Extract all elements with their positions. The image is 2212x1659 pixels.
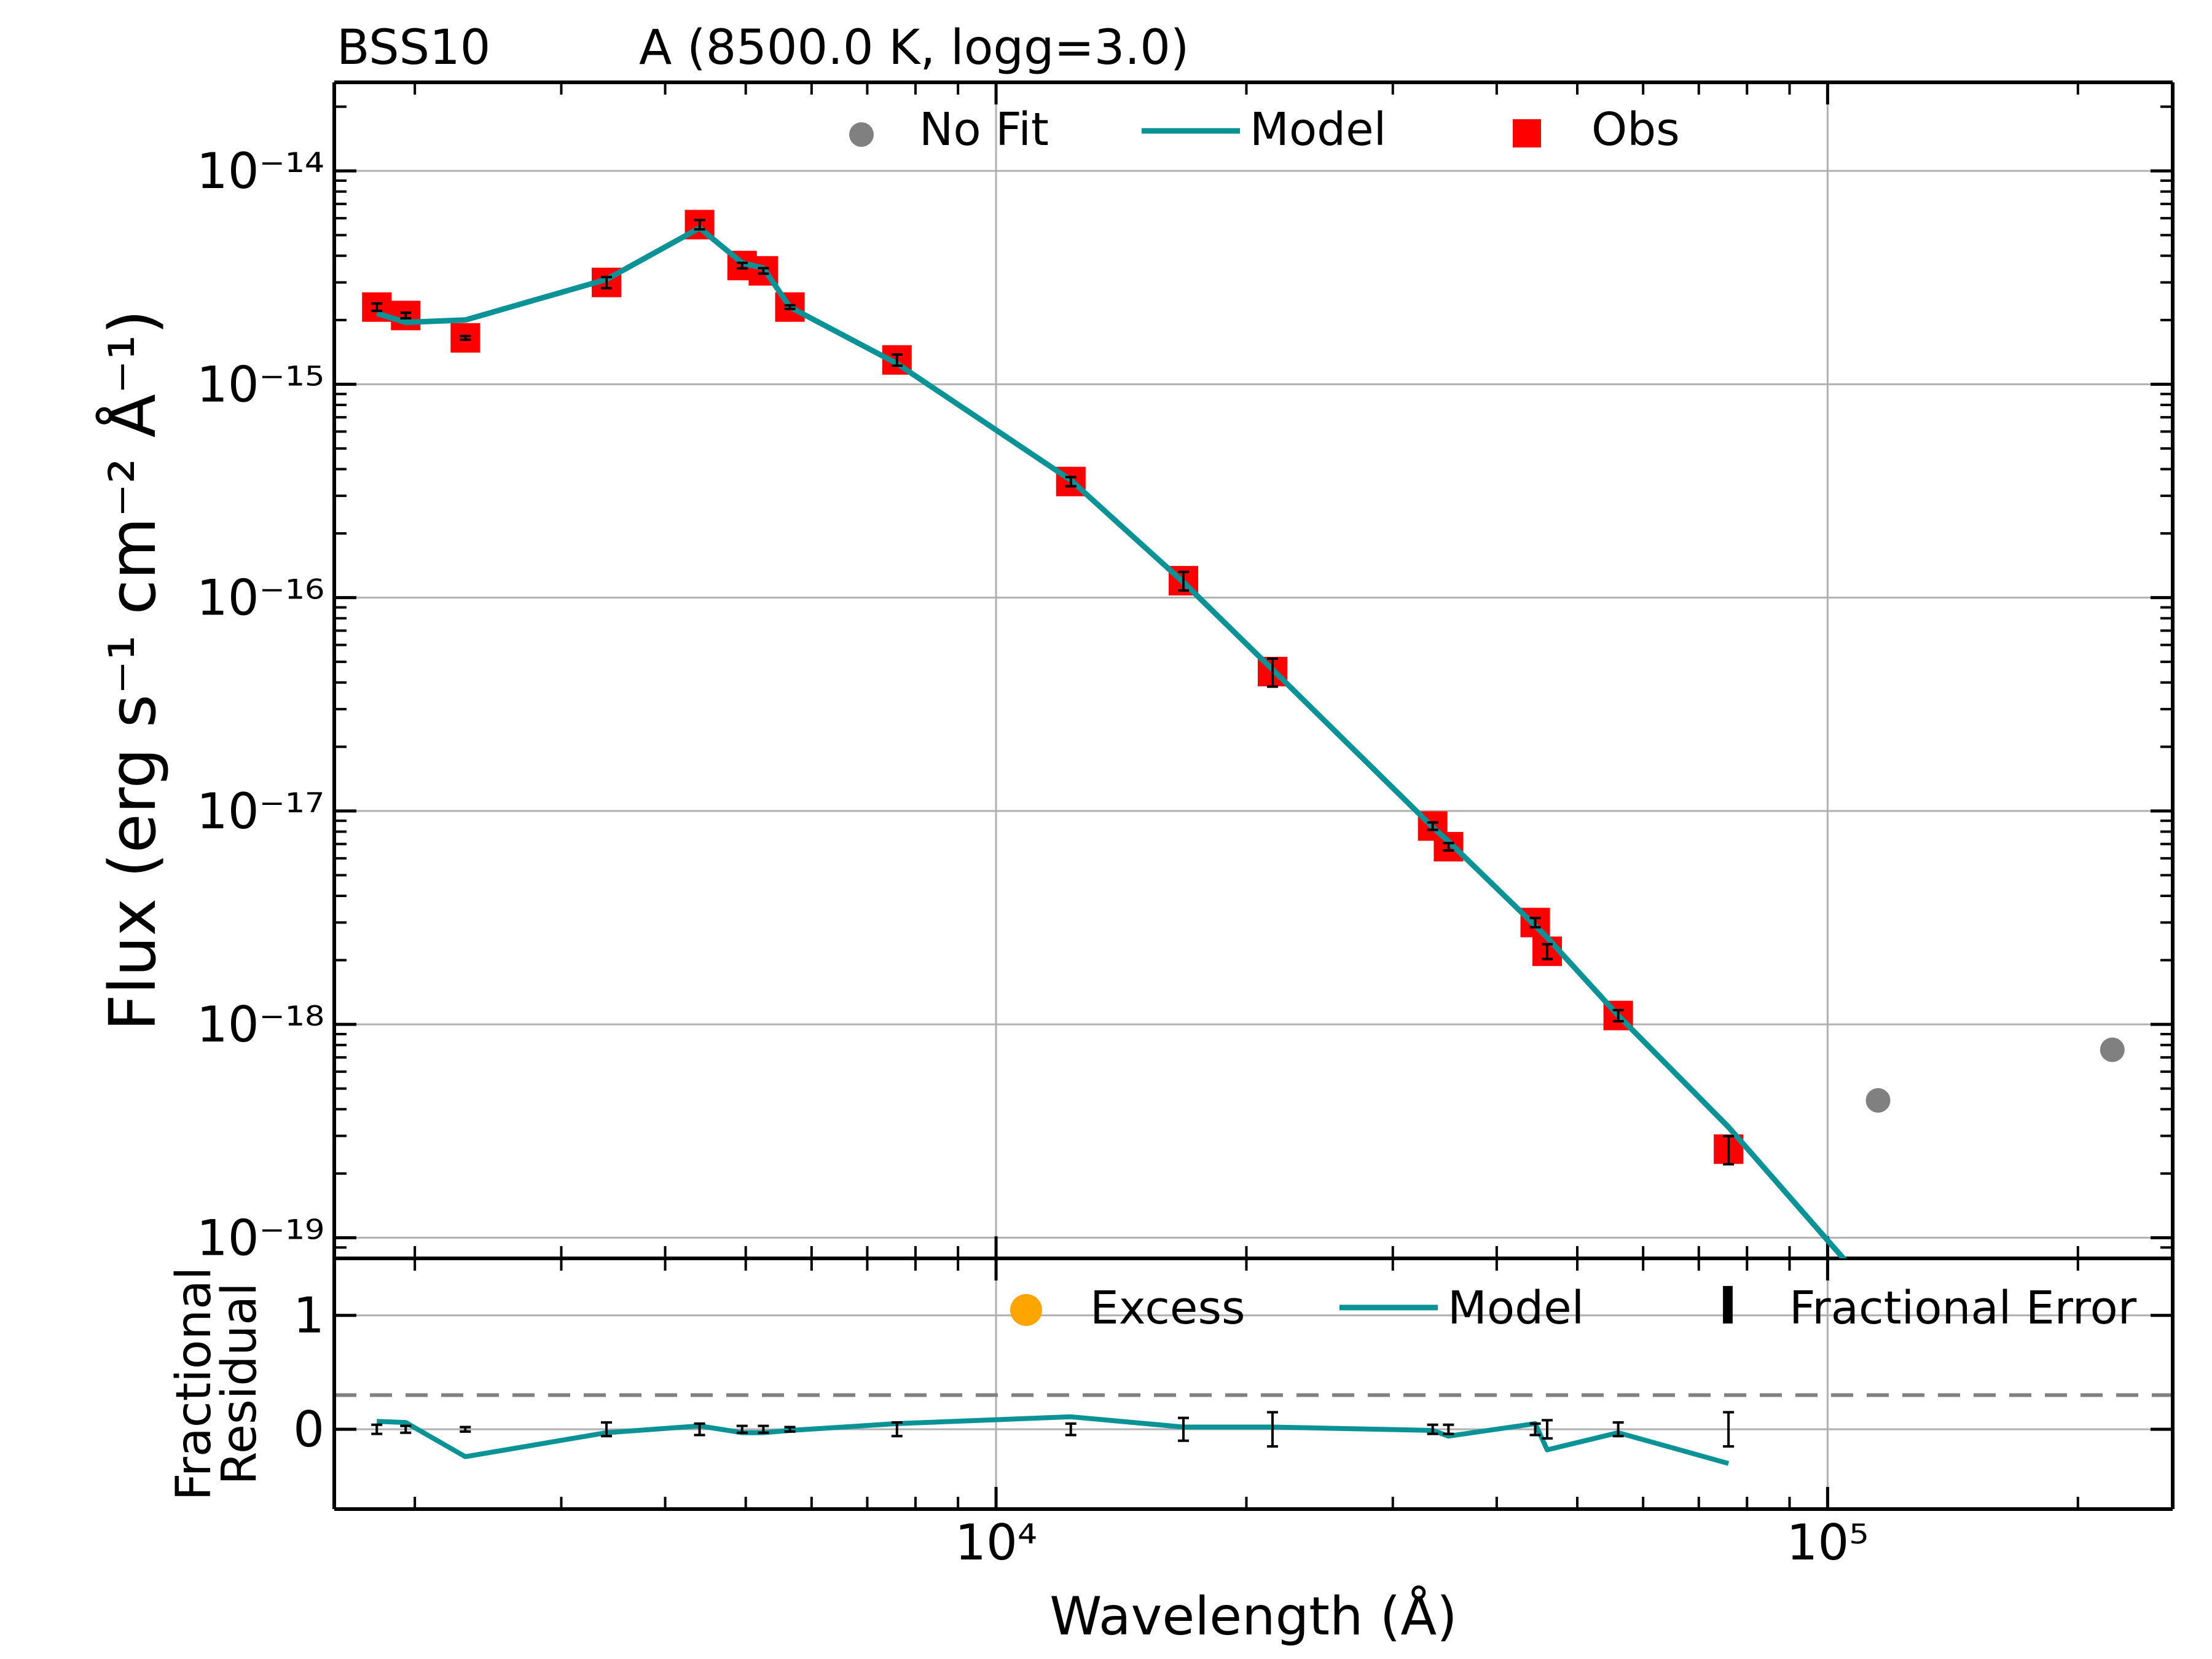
sed-ytick-label: 10⁻¹⁷ xyxy=(197,783,324,840)
nofit-markers xyxy=(1865,1037,2125,1113)
residual-xtick-label: 10⁵ xyxy=(1786,1514,1869,1571)
legend-fractional-error-label: Fractional Error xyxy=(1789,1282,2137,1335)
residual-xtick-labels: 10⁴ 10⁵ xyxy=(955,1514,1869,1571)
sed-grid xyxy=(334,82,2173,1258)
legend-nofit-marker xyxy=(849,122,874,147)
fractional-errorbars xyxy=(371,1411,1735,1448)
legend-fractional-error-marker: I xyxy=(1718,1276,1737,1336)
obs-markers xyxy=(362,210,1744,1164)
legend-excess-marker xyxy=(1010,1294,1042,1326)
legend-nofit-label: No Fit xyxy=(919,103,1049,156)
sed-panel: 10⁻¹⁴ 10⁻¹⁵ 10⁻¹⁶ 10⁻¹⁷ 10⁻¹⁸ 10⁻¹⁹ Flux (erg… xyxy=(95,80,2175,1266)
obs-errorbars xyxy=(371,219,1735,1166)
residual-xlabel: Wavelength (Å) xyxy=(1049,1585,1457,1647)
residual-panel: 10 10⁴ 10⁵ Fractional Residual Wavelength… xyxy=(167,1258,2175,1647)
sed-legend: No Fit Model Obs xyxy=(849,103,1680,156)
residual-ytick-label: 1 xyxy=(293,1287,324,1344)
sed-ylabel: Flux (erg s⁻¹ cm⁻² Å⁻¹) xyxy=(95,310,170,1031)
residual-xtick-label: 10⁴ xyxy=(955,1514,1037,1571)
legend-obs-label: Obs xyxy=(1591,103,1680,156)
legend-obs-marker xyxy=(1513,119,1541,147)
title-spectral-type: A (8500.0 K, logg=3.0) xyxy=(639,20,1189,76)
sed-ytick-label: 10⁻¹⁴ xyxy=(197,143,324,200)
nofit-point xyxy=(2100,1037,2125,1062)
sed-ytick-label: 10⁻¹⁹ xyxy=(197,1209,324,1266)
legend-excess-label: Excess xyxy=(1090,1282,1245,1335)
residual-ticks xyxy=(334,1258,2173,1509)
nofit-point xyxy=(1865,1088,1891,1113)
sed-ytick-label: 10⁻¹⁵ xyxy=(197,356,324,413)
residual-ytick-labels: 10 xyxy=(293,1287,324,1458)
residual-ylabel-line2: Residual xyxy=(212,1282,267,1484)
sed-ytick-label: 10⁻¹⁸ xyxy=(197,996,324,1053)
legend-model-label: Model xyxy=(1250,103,1386,156)
sed-ytick-label: 10⁻¹⁶ xyxy=(197,570,324,627)
residual-ytick-label: 0 xyxy=(293,1401,324,1458)
title-object: BSS10 xyxy=(337,20,490,76)
residual-model-line xyxy=(377,1414,1730,1466)
legend-residual-model-label: Model xyxy=(1448,1282,1584,1335)
sed-ytick-labels: 10⁻¹⁴ 10⁻¹⁵ 10⁻¹⁶ 10⁻¹⁷ 10⁻¹⁸ 10⁻¹⁹ xyxy=(197,143,324,1266)
sed-ticks xyxy=(334,82,2173,1260)
residual-legend: Excess Model I Fractional Error xyxy=(1010,1276,2137,1336)
residual-ylabel-line1: Fractional xyxy=(167,1267,222,1501)
